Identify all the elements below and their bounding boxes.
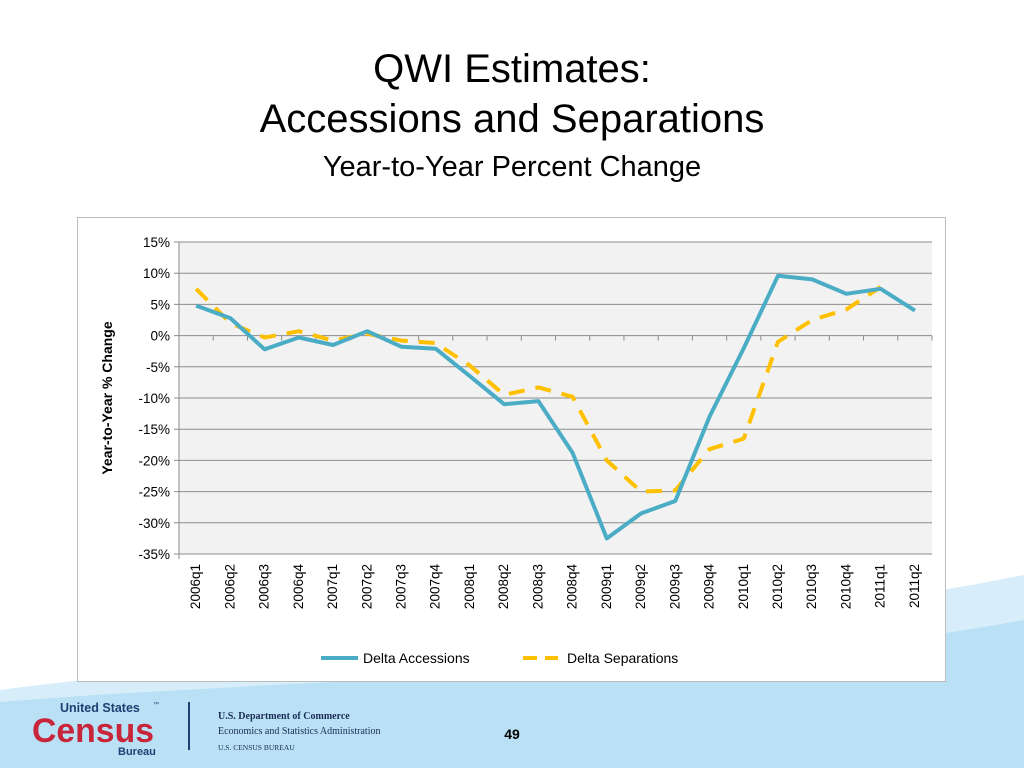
y-tick-label: 10%	[143, 266, 170, 281]
x-tick-label: 2011q1	[873, 564, 888, 608]
x-tick-label: 2009q1	[599, 564, 614, 609]
logo-line2: Census	[32, 712, 154, 750]
series-line-delta-separations	[194, 285, 882, 494]
legend-label-delta-accessions: Delta Accessions	[363, 650, 470, 666]
x-tick-label: 2009q3	[667, 564, 682, 609]
y-tick-label: 0%	[150, 329, 170, 344]
y-tick-label: -20%	[138, 453, 170, 468]
y-axis-title: Year-to-Year % Change	[99, 321, 115, 474]
agency-line2: Economics and Statistics Administration	[218, 726, 381, 737]
x-tick-label: 2010q3	[804, 564, 819, 609]
logo-line1: United States	[60, 701, 140, 715]
x-tick-label: 2007q2	[359, 564, 374, 609]
x-tick-label: 2007q3	[393, 564, 408, 609]
legend-label-delta-separations: Delta Separations	[567, 650, 678, 666]
y-tick-label: -10%	[138, 391, 170, 406]
x-tick-label: 2010q1	[736, 564, 751, 609]
footer-divider	[188, 702, 190, 750]
y-tick-label: -30%	[138, 516, 170, 531]
slide-title-line1: QWI Estimates:	[373, 47, 651, 91]
slide-subtitle: Year-to-Year Percent Change	[322, 151, 702, 183]
slide-title-line2: Accessions and Separations	[259, 97, 765, 141]
x-tick-label: 2006q4	[291, 564, 306, 610]
x-tick-label: 2007q1	[325, 564, 340, 609]
x-tick-label: 2006q1	[188, 564, 203, 609]
y-tick-label: -5%	[146, 360, 170, 375]
x-tick-label: 2008q1	[462, 564, 477, 609]
line-chart: 15% 10% 5% 0% -5% -10% -15% -20% -25% -30% -35% 200…	[99, 235, 933, 666]
y-tick-label: -25%	[138, 485, 170, 500]
x-tick-label: 2007q4	[428, 564, 443, 610]
x-tick-label: 2010q4	[838, 564, 853, 610]
x-tick-label: 2009q2	[633, 564, 648, 609]
agency-line3: U.S. CENSUS BUREAU	[218, 743, 295, 752]
x-tick-label: 2011q2	[907, 564, 922, 608]
y-tick-label: 15%	[143, 235, 170, 250]
series-line-delta-accessions	[195, 273, 916, 541]
x-tick-label: 2006q2	[222, 564, 237, 609]
x-tick-label: 2008q3	[530, 564, 545, 609]
x-tick-label: 2008q4	[565, 564, 580, 610]
logo-line3: Bureau	[118, 746, 156, 758]
logo-tm: ™	[153, 701, 159, 708]
y-tick-label: -15%	[138, 422, 170, 437]
x-tick-label: 2010q2	[770, 564, 785, 609]
x-tick-label: 2008q2	[496, 564, 511, 609]
page-number: 49	[504, 726, 520, 742]
agency-line1: U.S. Department of Commerce	[218, 711, 350, 722]
y-tick-label: 5%	[150, 297, 170, 312]
census-bureau-logo: United States ™ Census Bureau	[32, 701, 159, 758]
y-tick-label: -35%	[138, 547, 170, 562]
chart-container: 15% 10% 5% 0% -5% -10% -15% -20% -25% -30% -35% 200…	[77, 217, 946, 682]
x-tick-label: 2006q3	[257, 564, 272, 609]
x-tick-label: 2009q4	[702, 564, 717, 610]
